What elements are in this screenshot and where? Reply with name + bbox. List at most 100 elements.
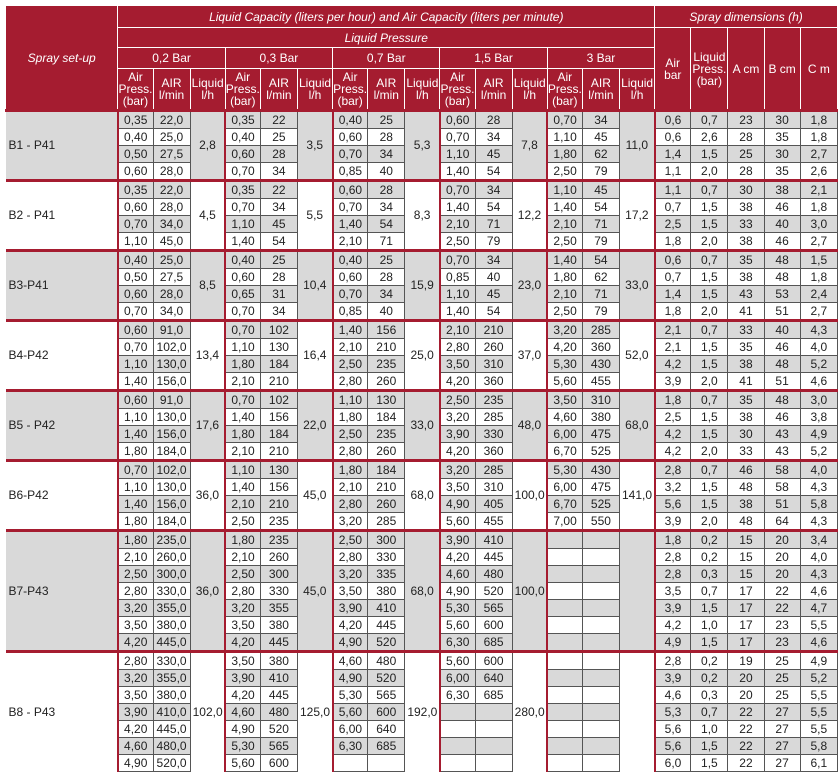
spray-dim-cell: 2,8 [653,565,692,583]
table-row: 3,90 410,0 4,60 480 5,60 600 5,3 0,7 22 27 5,5 [6,703,839,721]
air-flow-cell: 600 [474,616,513,634]
spray-setup-label: B6-P42 [5,459,118,531]
spray-dim-cell: 1,8 [653,302,692,321]
table-row: 1,10 45,0 1,40 54 2,10 71 2,50 79 2,50 79 1,8 2,0 38… [6,232,839,251]
liquid-flow-cell: 17,6 [190,389,227,461]
spray-setup-label: B2 - P41 [5,179,118,251]
spray-dim-cell: 38 [727,495,765,513]
spray-dim-cell: 51 [763,302,801,321]
air-flow-cell: 685 [474,633,513,652]
air-flow-cell: 27,5 [152,268,191,286]
spray-dim-cell: 3,4 [799,529,839,549]
air-flow-cell [581,737,621,755]
table-row: 0,70 34,0 0,70 34 0,85 40 1,40 54 2,50 79 1,8 2,0 41… [6,302,839,321]
air-pressure-cell: 1,40 [224,478,261,496]
air-pressure-cell: 6,70 [546,442,583,461]
spray-dim-cell: 43 [763,442,801,461]
air-pressure-cell: 3,20 [331,565,369,583]
spray-dim-cell: 0,7 [690,179,729,199]
air-pressure-cell: 2,80 [331,548,369,566]
air-flow-cell: 79 [581,162,621,181]
air-pressure-cell: 1,80 [546,145,583,163]
spray-dim-cell: 1,5 [690,495,729,513]
air-flow-cell: 260,0 [152,548,191,566]
air-pressure-cell: 4,20 [438,442,476,461]
spray-dim-cell: 4,6 [799,582,839,600]
air-pressure-cell: 0,70 [438,249,476,269]
air-pressure-cell: 2,10 [546,215,583,233]
air-pressure-cell: 2,10 [546,285,583,303]
air-flow-cell: 235 [259,512,298,531]
air-pressure-cell [546,686,583,704]
air-flow-cell: 184 [259,355,298,373]
air-pressure-cell [546,633,583,652]
spray-dim-cell: 0,7 [690,582,729,600]
air-pressure-cell [546,650,583,670]
air-flow-cell: 34 [367,285,406,303]
air-flow-cell: 156,0 [152,425,191,443]
air-pressure-cell [546,599,583,617]
air-pressure-cell: 6,30 [438,633,476,652]
spray-dim-cell: 2,5 [653,408,692,426]
air-flow-cell: 34 [474,128,513,146]
air-flow-cell: 410 [474,529,513,549]
air-pressure-cell: 2,50 [438,232,476,251]
spray-dim-cell: 41 [727,372,765,391]
liquid-flow-cell: 48,0 [512,389,549,461]
spray-dim-cell: 33 [727,319,765,339]
liquid-flow-cell: 68,0 [404,529,441,652]
spray-dim-cell: 0,2 [690,548,729,566]
air-pressure-cell: 2,80 [331,442,369,461]
spray-dim-cell: 22 [727,754,765,772]
spray-dim-cell: 5,8 [799,737,839,755]
air-flow-cell: 210 [259,372,298,391]
liquid-flow-cell: 5,3 [404,109,441,181]
spray-dim-cell: 1,4 [653,285,692,303]
air-pressure-cell: 4,20 [331,616,369,634]
air-flow-cell: 600 [474,650,513,670]
air-pressure-cell: 4,90 [224,720,261,738]
spray-dim-cell: 1,8 [799,109,839,129]
air-pressure-cell: 1,10 [116,232,154,251]
air-flow-cell: 260 [367,442,406,461]
spray-dim-cell: 38 [727,232,765,251]
air-pressure-cell: 0,35 [224,109,261,129]
spray-dim-cell: 46 [763,232,801,251]
air-flow-cell: 310 [581,389,621,409]
spray-dim-cell: 1,1 [653,179,692,199]
air-pressure-cell: 2,80 [331,372,369,391]
air-pressure-cell: 0,70 [116,338,154,356]
air-pressure-cell: 0,65 [224,285,261,303]
air-pressure-cell: 4,20 [224,633,261,652]
air-flow-cell: 28,0 [152,198,191,216]
air-pressure-cell: 0,85 [331,162,369,181]
air-flow-cell: 184,0 [152,442,191,461]
table-row: 0,40 25,0 0,40 25 0,60 28 0,70 34 1,10 45 0,6 2,6 28… [6,128,839,146]
air-flow-cell: 260 [367,495,406,513]
air-flow-cell: 565 [474,599,513,617]
spray-dim-cell: 22 [727,703,765,721]
air-flow-cell: 22 [259,109,298,129]
table-row: B3-P41 0,40 25,0 8,5 0,40 25 10,4 0,40 25 15,9 0,7… [5,249,839,321]
air-pressure-cell: 6,70 [546,495,583,513]
header-pressure-1: 0,3 Bar [224,47,334,69]
air-flow-cell: 40 [474,268,513,286]
air-flow-cell: 184 [259,425,298,443]
spray-dim-cell: 4,6 [799,372,839,391]
air-flow-cell: 285 [581,319,621,339]
liquid-flow-cell: 52,0 [619,319,656,391]
spray-dim-cell: 20 [727,686,765,704]
spray-dim-cell: 2,8 [653,459,692,479]
air-pressure-cell [546,703,583,721]
air-pressure-cell: 0,70 [224,389,261,409]
liquid-flow-cell: 102,0 [190,650,227,772]
table-row: 4,20 445,0 4,90 520 6,00 640 5,6 1,0 22 27 5,5 [6,720,839,738]
spray-dim-cell: 4,6 [799,633,839,652]
air-pressure-cell: 2,50 [546,232,583,251]
air-pressure-cell: 0,70 [116,215,154,233]
air-flow-cell: 445 [367,616,406,634]
spray-dim-cell: 5,6 [653,495,692,513]
spray-dim-cell: 0,6 [653,128,692,146]
air-flow-cell: 28,0 [152,162,191,181]
spray-dim-cell: 1,5 [690,268,729,286]
